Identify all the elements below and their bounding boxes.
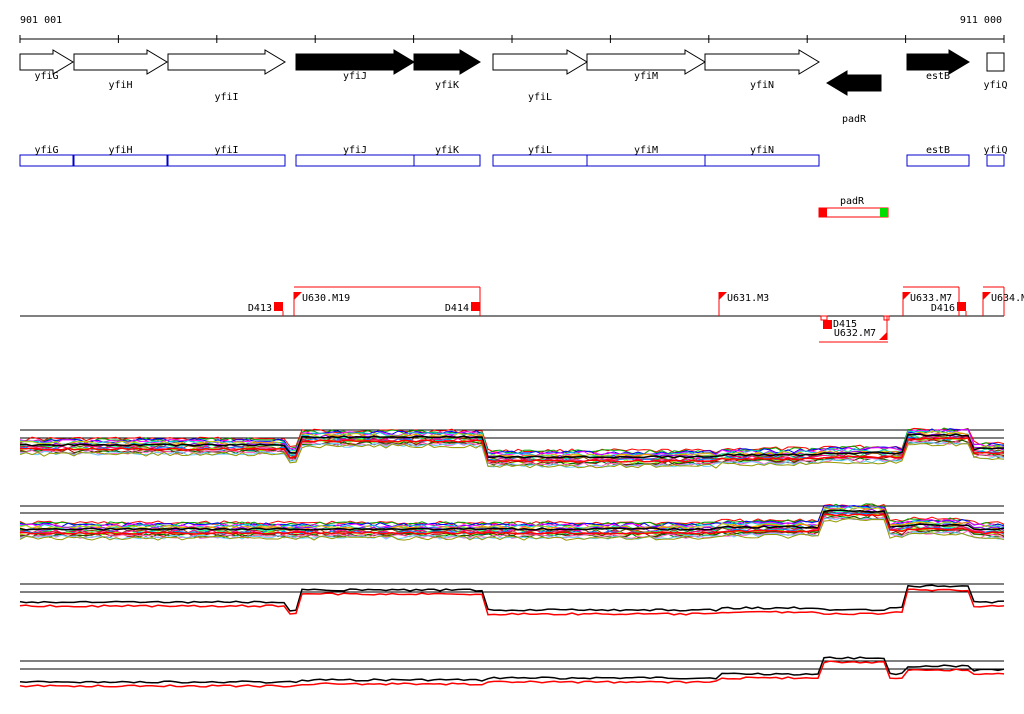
feature-connector xyxy=(820,315,828,321)
expression-curve-red xyxy=(19,660,1005,688)
gene-arrow-track: yfiG yfiH yfiI yfiJ yfiK yfiL yfiM yfiN padR estB… xyxy=(19,49,1008,125)
expression-curve xyxy=(19,504,1005,528)
gene-box-label-yfiK: yfiK xyxy=(435,145,459,156)
feature-block-D414[interactable] xyxy=(471,302,480,311)
expression-curve xyxy=(19,439,1005,467)
feature-flag-U632.M7[interactable] xyxy=(879,332,887,340)
gene-box-label-yfiL: yfiL xyxy=(528,145,552,156)
gene-arrow-yfiN[interactable] xyxy=(704,49,820,75)
feature-label-U633.M7: U633.M7 xyxy=(910,293,952,304)
expression-curve xyxy=(19,430,1005,457)
feature-block-D413[interactable] xyxy=(274,302,283,311)
gene-arrow-label-yfiH: yfiH xyxy=(108,80,132,91)
expression-curve xyxy=(19,428,1005,456)
gene-box-yfiL[interactable] xyxy=(492,154,588,167)
gene-arrow-yfiH[interactable] xyxy=(73,49,168,75)
gene-arrow-yfiL[interactable] xyxy=(492,49,588,75)
gene-box-label-yfiM: yfiM xyxy=(634,145,658,156)
coord-start-label: 901 001 xyxy=(20,15,62,26)
gene-arrow-label-yfiJ: yfiJ xyxy=(343,71,367,82)
gene-arrow-label-yfiM: yfiM xyxy=(634,71,658,82)
gene-arrow-label-yfiN: yfiN xyxy=(750,80,774,91)
gene-arrow-label-yfiQ: yfiQ xyxy=(983,80,1007,91)
coordinate-ruler: 901 001 911 000 xyxy=(19,15,1005,43)
gene-arrow-label-yfiK: yfiK xyxy=(435,80,459,91)
gene-arrow-estB[interactable] xyxy=(906,49,970,75)
gene-box-label-yfiH: yfiH xyxy=(108,145,132,156)
expression-curve xyxy=(19,441,1005,469)
gene-arrow-label-yfiG: yfiG xyxy=(34,71,58,82)
gene-box-label-yfiN: yfiN xyxy=(750,145,774,156)
feature-flag-U634.M[interactable] xyxy=(983,292,991,300)
padr-box-frame[interactable] xyxy=(818,207,889,218)
gene-arrow-yfiK[interactable] xyxy=(413,49,481,75)
feature-block-D416[interactable] xyxy=(957,302,966,311)
feature-label-D414: D414 xyxy=(445,303,469,314)
expression-curve-black xyxy=(19,584,1005,612)
gene-box-label-yfiI: yfiI xyxy=(214,145,238,156)
gene-box-estB[interactable] xyxy=(906,154,970,167)
gene-arrow-label-estB: estB xyxy=(926,71,950,82)
gene-box-label-yfiJ: yfiJ xyxy=(343,145,367,156)
gene-box-label-estB: estB xyxy=(926,145,950,156)
expression-curve-red xyxy=(19,513,1005,535)
gene-box-yfiK[interactable] xyxy=(413,154,481,167)
gene-arrow-label-yfiL: yfiL xyxy=(528,92,552,103)
gene-box-yfiJ[interactable] xyxy=(295,154,415,167)
ruler-ticks xyxy=(19,35,1005,43)
gene-arrow-padR[interactable] xyxy=(826,70,882,96)
feature-flag-U630.M19[interactable] xyxy=(294,292,302,300)
gene-box-yfiI[interactable] xyxy=(167,154,286,167)
gene-arrow-yfiQ[interactable] xyxy=(986,52,1005,72)
padr-box-track: padR xyxy=(818,196,889,218)
gene-arrow-yfiG[interactable] xyxy=(19,49,74,75)
gene-arrow-yfiJ[interactable] xyxy=(295,49,415,75)
expression-tracks xyxy=(19,427,1005,688)
gene-box-yfiH[interactable] xyxy=(73,154,168,167)
expression-curve-red xyxy=(19,437,1005,463)
expression-curve-black xyxy=(19,509,1005,531)
gene-box-yfiM[interactable] xyxy=(586,154,706,167)
expression-curve xyxy=(19,516,1005,540)
gene-box-yfiG[interactable] xyxy=(19,154,74,167)
feature-label-U634.M: U634.M xyxy=(991,293,1024,304)
coord-end-label: 911 000 xyxy=(960,15,1002,26)
feature-label-D413: D413 xyxy=(248,303,272,314)
feature-label-D415: D415 xyxy=(833,319,857,330)
gene-box-label-yfiG: yfiG xyxy=(34,145,58,156)
feature-connector xyxy=(883,315,890,321)
feature-label-U630.M19: U630.M19 xyxy=(302,293,350,304)
gene-box-label-yfiQ: yfiQ xyxy=(983,145,1007,156)
feature-label-D416: D416 xyxy=(931,303,955,314)
feature-label-U631.M3: U631.M3 xyxy=(727,293,769,304)
gene-arrow-yfiI[interactable] xyxy=(167,49,286,75)
expression-curve-black xyxy=(19,433,1004,459)
padr-box-label: padR xyxy=(840,196,865,207)
gene-arrow-label-yfiI: yfiI xyxy=(214,92,238,103)
padr-box-right-block xyxy=(880,208,888,217)
gene-box-yfiQ[interactable] xyxy=(986,154,1005,167)
gene-arrow-label-padR: padR xyxy=(842,114,867,125)
feature-block-D415[interactable] xyxy=(823,320,832,329)
gene-box-yfiN[interactable] xyxy=(704,154,820,167)
gene-box-track: yfiG yfiH yfiI yfiJ yfiK yfiL yfiM yfiN estB yfiQ xyxy=(19,145,1008,167)
feature-label-U632.M7: U632.M7 xyxy=(834,328,876,339)
expression-curve xyxy=(19,518,1005,541)
expression-curve xyxy=(19,440,1005,468)
expression-curve-black xyxy=(19,656,1005,684)
feature-flag-U633.M7[interactable] xyxy=(903,292,911,300)
expression-curve-red xyxy=(19,588,1005,616)
padr-box-left-block xyxy=(819,208,827,217)
feature-flag-U631.M3[interactable] xyxy=(719,292,727,300)
gene-arrow-yfiM[interactable] xyxy=(586,49,706,75)
